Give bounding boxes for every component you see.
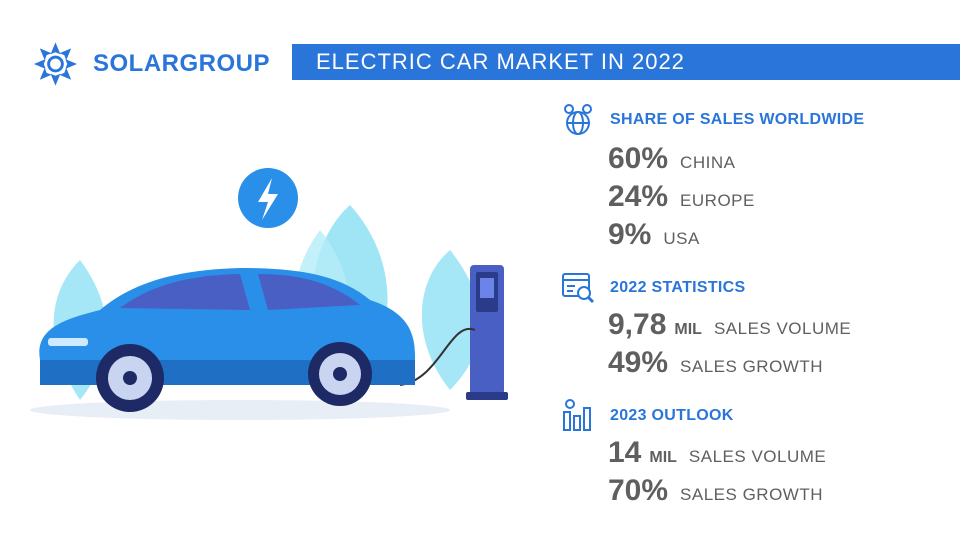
section-2022-header: 2022 STATISTICS [560,270,746,306]
stat-value: 24% [608,180,669,213]
brand-logo: SOLARGROUP [30,36,270,92]
stat-row: 9% USA [608,218,700,252]
stat-value: 9,78 [608,308,667,341]
stat-row: 60% CHINA [608,142,735,176]
stat-label: SALES VOLUME [688,447,827,466]
electric-car-illustration [30,168,508,420]
stat-label: USA [663,229,700,248]
stat-label: EUROPE [680,191,755,210]
stat-unit: MIL [649,449,677,466]
section-2022-title: 2022 STATISTICS [610,279,746,296]
leaf-right [421,250,480,390]
stat-value: 49% [608,346,669,379]
stat-row: 14 MIL SALES VOLUME [608,436,826,470]
solargroup-logo-icon [33,42,78,86]
section-2023-header: 2023 OUTLOOK [560,398,734,434]
stat-value: 9% [608,218,652,251]
section-share-title: SHARE OF SALES WORLDWIDE [610,111,865,128]
stat-label: SALES VOLUME [713,319,852,338]
brand-name: SOLARGROUP [92,50,270,77]
page-title: ELECTRIC CAR MARKET IN 2022 [316,49,685,74]
stat-unit: MIL [674,321,702,338]
section-2023-title: 2023 OUTLOOK [610,407,734,424]
bar-chart-icon [563,399,591,431]
title-bar: ELECTRIC CAR MARKET IN 2022 [292,44,960,80]
stat-value: 14 [608,436,642,469]
stat-row: 70% SALES GROWTH [608,474,823,508]
stat-value: 60% [608,142,669,175]
globe-location-icon [564,104,592,135]
stat-label: SALES GROWTH [680,357,824,376]
lightning-bolt-icon [238,168,298,228]
stat-label: SALES GROWTH [680,485,824,504]
analytics-magnifier-icon [562,273,595,304]
stat-row: 49% SALES GROWTH [608,346,823,380]
stat-row: 9,78 MIL SALES VOLUME [608,308,851,342]
stat-label: CHINA [680,153,736,172]
section-share-header: SHARE OF SALES WORLDWIDE [560,102,864,138]
car-wheel-front [96,344,164,412]
stat-value: 70% [608,474,669,507]
car-wheel-rear [308,342,372,406]
stat-row: 24% EUROPE [608,180,755,214]
charging-station-illustration [399,265,508,400]
